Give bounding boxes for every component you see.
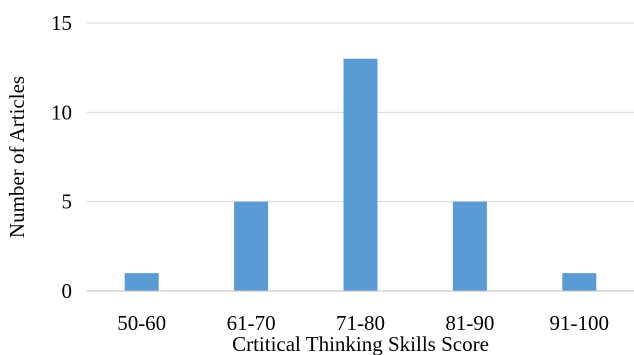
bar-91-100 bbox=[562, 273, 597, 291]
x-tick-labels: 50-60 61-70 71-80 81-90 91-100 bbox=[117, 311, 609, 335]
bar-61-70 bbox=[234, 201, 269, 291]
y-axis-title: Number of Articles bbox=[5, 76, 29, 238]
y-tick-labels: 0 5 10 15 bbox=[51, 11, 72, 303]
bar-71-80 bbox=[343, 58, 378, 291]
x-tick-label: 61-70 bbox=[227, 311, 276, 335]
bar-81-90 bbox=[452, 201, 487, 291]
x-tick-label: 81-90 bbox=[445, 311, 494, 335]
x-tick-label: 91-100 bbox=[550, 311, 610, 335]
y-tick-label: 0 bbox=[62, 279, 73, 303]
bars bbox=[124, 58, 597, 291]
y-tick-label: 10 bbox=[51, 100, 72, 124]
bar-50-60 bbox=[124, 273, 159, 291]
y-tick-label: 5 bbox=[62, 190, 73, 214]
y-tick-label: 15 bbox=[51, 11, 72, 35]
x-tick-label: 50-60 bbox=[117, 311, 166, 335]
x-tick-label: 71-80 bbox=[336, 311, 385, 335]
x-axis-title: Crtitical Thinking Skills Score bbox=[232, 332, 489, 355]
